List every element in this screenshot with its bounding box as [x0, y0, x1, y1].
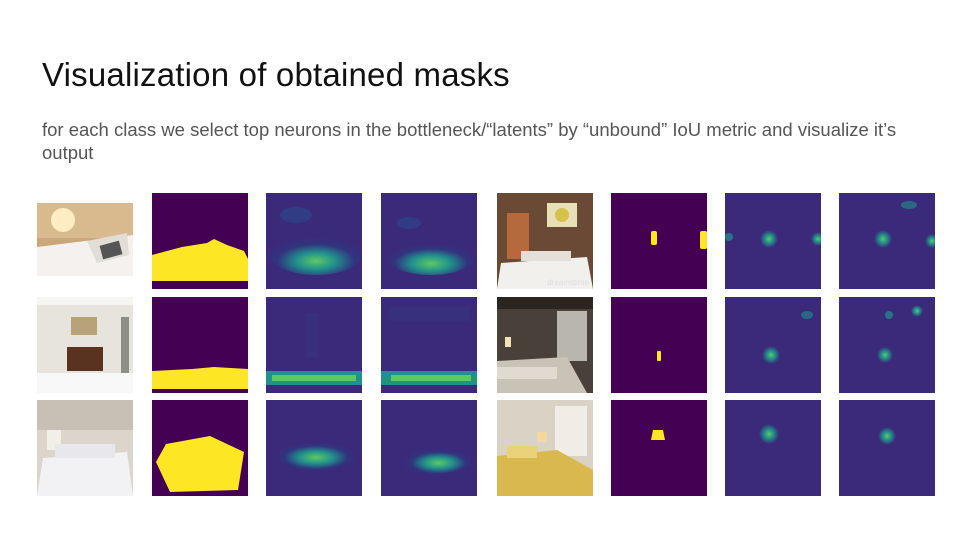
bedroom-photo-3 [37, 400, 133, 496]
neuron-activation-3b [381, 400, 477, 496]
bedroom-photo-6 [497, 400, 593, 496]
neuron-activation-3a [266, 400, 362, 496]
ground-truth-mask-3 [152, 400, 248, 496]
neuron-activation-5b [839, 297, 935, 393]
watermark-text: dreamstime [547, 278, 589, 287]
neuron-activation-2a [266, 297, 362, 393]
neuron-activation-2b [381, 297, 477, 393]
ground-truth-mask-6 [611, 400, 707, 496]
neuron-activation-4a [725, 193, 821, 289]
bedroom-photo-1 [37, 203, 133, 276]
bedroom-photo-2 [37, 297, 133, 393]
neuron-activation-1a [266, 193, 362, 289]
bedroom-photo-5 [497, 297, 593, 393]
bedroom-photo-4: dreamstime [497, 193, 593, 289]
ground-truth-mask-4 [611, 193, 707, 289]
ground-truth-mask-2 [152, 297, 248, 393]
ground-truth-mask-1 [152, 193, 248, 289]
neuron-activation-6a [725, 400, 821, 496]
neuron-activation-6b [839, 400, 935, 496]
slide-subtitle: for each class we select top neurons in … [42, 119, 897, 163]
neuron-activation-5a [725, 297, 821, 393]
neuron-activation-1b [381, 193, 477, 289]
ground-truth-mask-5 [611, 297, 707, 393]
neuron-activation-4b [839, 193, 935, 289]
slide-title: Visualization of obtained masks [42, 56, 510, 93]
